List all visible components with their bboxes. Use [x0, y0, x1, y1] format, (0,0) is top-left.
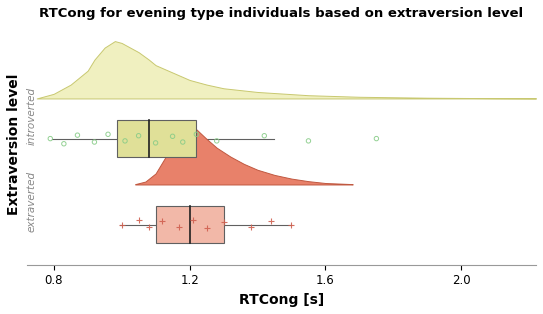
- Point: [202, 225, 211, 230]
- Point: [73, 133, 82, 138]
- Point: [192, 132, 201, 137]
- Y-axis label: Extraversion level: Extraversion level: [7, 74, 21, 215]
- Point: [168, 134, 177, 139]
- Text: introverted: introverted: [27, 87, 36, 145]
- Point: [260, 133, 269, 138]
- Point: [179, 139, 187, 144]
- Point: [151, 140, 160, 145]
- Text: extraverted: extraverted: [27, 171, 36, 232]
- Point: [247, 225, 255, 230]
- Point: [287, 222, 296, 227]
- Bar: [117, 120, 197, 157]
- Point: [90, 139, 99, 144]
- Point: [134, 133, 143, 138]
- Point: [46, 136, 55, 141]
- Point: [117, 222, 126, 227]
- X-axis label: RTCong [s]: RTCong [s]: [239, 293, 324, 307]
- Title: RTCong for evening type individuals based on extraversion level: RTCong for evening type individuals base…: [39, 7, 523, 20]
- Point: [60, 141, 68, 146]
- Point: [188, 218, 197, 223]
- Point: [175, 225, 184, 230]
- Point: [134, 218, 143, 223]
- Point: [267, 219, 275, 224]
- Point: [219, 219, 228, 224]
- Point: [144, 225, 153, 230]
- Point: [304, 138, 313, 143]
- Point: [121, 138, 129, 143]
- Point: [158, 219, 167, 224]
- Point: [104, 132, 112, 137]
- Point: [372, 136, 381, 141]
- Bar: [156, 206, 224, 243]
- Point: [212, 138, 221, 143]
